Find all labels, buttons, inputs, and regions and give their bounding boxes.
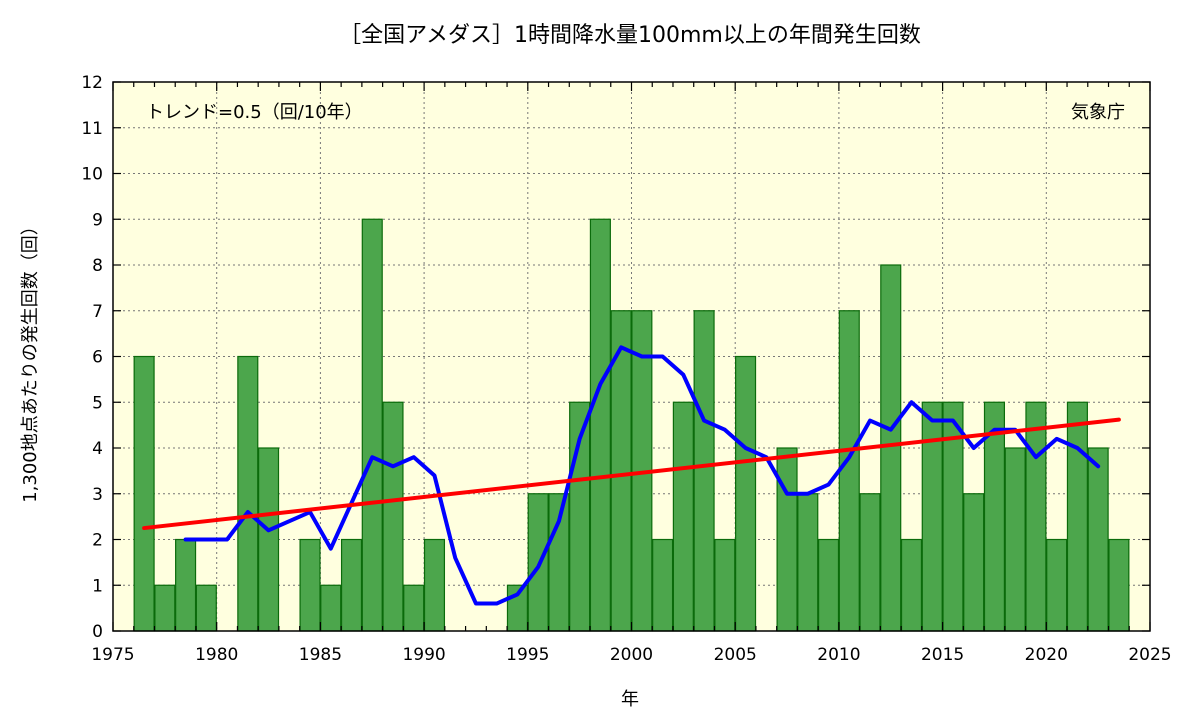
bar (1004, 447, 1026, 632)
bar (1108, 538, 1130, 632)
bar (382, 401, 404, 632)
x-tick-label: 2000 (610, 645, 653, 665)
bar (714, 538, 736, 632)
x-tick-label: 2020 (1025, 645, 1068, 665)
bar (175, 538, 197, 632)
axis-ticks (112, 81, 1151, 632)
y-tick-label: 10 (81, 165, 103, 185)
y-tick-label: 4 (92, 439, 103, 459)
trend-line (142, 417, 1121, 531)
y-tick-label: 3 (92, 485, 103, 505)
x-tick-label: 1995 (506, 645, 549, 665)
y-axis-label: 1,300地点あたりの発生回数（回） (20, 217, 41, 503)
x-tick-label: 2010 (817, 645, 860, 665)
moving-average-line (183, 345, 1101, 606)
bar (1066, 401, 1088, 632)
grid-lines (113, 82, 1150, 631)
y-tick-label: 0 (92, 622, 103, 642)
bar (900, 538, 923, 632)
bar (672, 401, 694, 632)
bar (1046, 538, 1068, 632)
bar (838, 310, 860, 632)
bar-series (133, 218, 1130, 632)
y-tick-label: 7 (92, 302, 103, 322)
bar (859, 493, 881, 632)
y-tick-label: 2 (92, 531, 103, 551)
y-tick-label: 1 (92, 576, 103, 596)
y-tick-label: 8 (92, 256, 103, 276)
bar (403, 584, 425, 632)
bar (1025, 401, 1047, 632)
x-tick-label: 2015 (921, 645, 964, 665)
bar (423, 538, 446, 632)
bar (361, 218, 383, 632)
y-tick-label: 9 (92, 210, 103, 230)
chart-title: ［全国アメダス］1時間降水量100mm以上の年間発生回数 (339, 23, 921, 48)
bar (735, 355, 757, 632)
x-tick-label: 1990 (402, 645, 445, 665)
x-tick-label: 1980 (195, 645, 238, 665)
bar (921, 401, 943, 632)
bar (797, 493, 819, 632)
bar (776, 447, 798, 632)
x-tick-label: 2005 (714, 645, 757, 665)
y-tick-label: 6 (92, 348, 103, 368)
bar (589, 218, 611, 632)
bar (320, 584, 342, 632)
bar (693, 310, 715, 632)
source-annotation: 気象庁 (1071, 102, 1125, 123)
y-tick-label: 5 (92, 393, 103, 413)
y-tick-label: 12 (81, 73, 103, 93)
bar (133, 355, 155, 632)
bar (195, 584, 217, 632)
x-tick-label: 1985 (299, 645, 342, 665)
line-series (142, 345, 1121, 606)
bar (299, 538, 321, 632)
x-tick-label: 1975 (91, 645, 134, 665)
bar (652, 538, 674, 632)
bar (963, 493, 985, 632)
x-axis-label: 年 (621, 689, 639, 710)
bar (154, 584, 176, 632)
bar (817, 538, 840, 632)
x-tick-label: 2025 (1128, 645, 1171, 665)
trend-annotation: トレンド=0.5（回/10年） (146, 102, 363, 123)
bar (880, 264, 902, 632)
bar (1087, 447, 1109, 632)
bar (237, 355, 259, 632)
y-tick-label: 11 (81, 119, 103, 139)
bar (257, 447, 280, 632)
bar (340, 538, 363, 632)
